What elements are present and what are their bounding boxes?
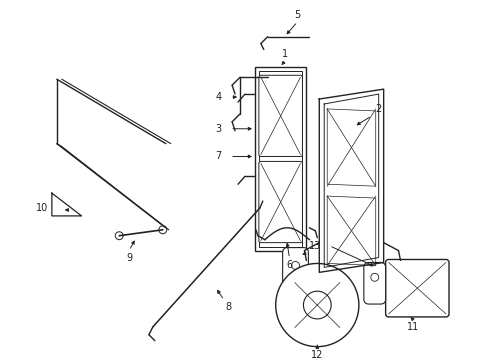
FancyBboxPatch shape bbox=[259, 75, 302, 157]
Text: 10: 10 bbox=[36, 203, 48, 213]
Circle shape bbox=[115, 232, 123, 240]
Bar bbox=[259, 71, 302, 247]
Circle shape bbox=[292, 261, 299, 269]
Bar bbox=[255, 67, 306, 251]
Text: 7: 7 bbox=[215, 152, 221, 162]
Text: 1: 1 bbox=[282, 49, 288, 59]
FancyBboxPatch shape bbox=[283, 248, 308, 292]
FancyBboxPatch shape bbox=[364, 262, 386, 304]
Text: 8: 8 bbox=[225, 302, 231, 312]
Text: 13: 13 bbox=[309, 240, 321, 251]
Text: 5: 5 bbox=[294, 10, 301, 20]
FancyBboxPatch shape bbox=[259, 161, 302, 243]
Circle shape bbox=[303, 291, 331, 319]
Circle shape bbox=[276, 264, 359, 347]
Text: 3: 3 bbox=[215, 124, 221, 134]
Text: 11: 11 bbox=[407, 322, 419, 332]
Circle shape bbox=[159, 226, 167, 234]
Text: 12: 12 bbox=[311, 350, 323, 360]
Text: 6: 6 bbox=[287, 260, 293, 270]
Circle shape bbox=[371, 273, 379, 281]
Text: 2: 2 bbox=[375, 104, 382, 114]
Text: 4: 4 bbox=[215, 92, 221, 102]
FancyBboxPatch shape bbox=[386, 260, 449, 317]
Text: 9: 9 bbox=[126, 252, 132, 262]
